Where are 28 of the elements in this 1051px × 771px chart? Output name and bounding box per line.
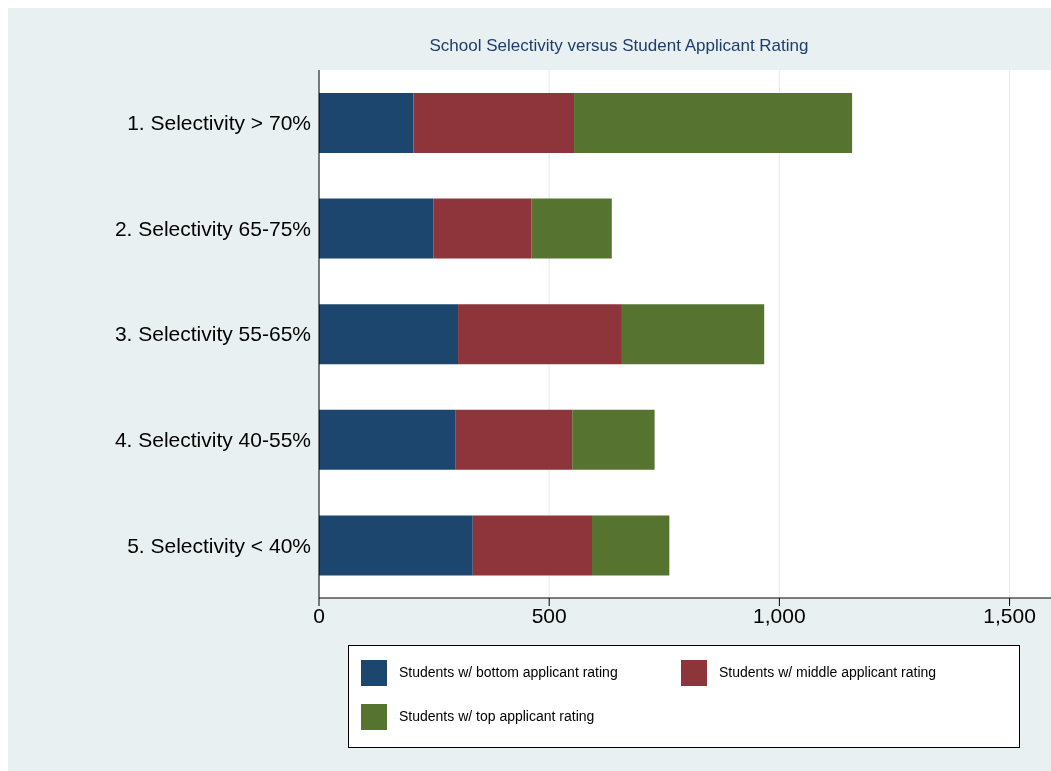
x-tick-label: 1,500	[983, 603, 1036, 627]
bar	[455, 409, 573, 470]
bar	[592, 515, 670, 576]
bar	[621, 304, 765, 365]
x-tick-label: 0	[313, 603, 325, 627]
bar	[572, 409, 655, 470]
x-tick-label: 500	[531, 603, 567, 627]
y-tick-label: 4. Selectivity 40-55%	[114, 428, 311, 452]
bar	[319, 515, 473, 576]
bar	[574, 93, 853, 153]
x-tick-label: 1,000	[753, 603, 806, 627]
legend-label: Students w/ top applicant rating	[399, 707, 595, 724]
bar	[472, 515, 592, 576]
y-tick-label: 3. Selectivity 55-65%	[114, 322, 311, 346]
bar	[458, 304, 622, 365]
bar	[319, 198, 434, 259]
legend-label: Students w/ bottom applicant rating	[399, 664, 618, 680]
bar	[319, 93, 414, 153]
bar	[531, 198, 612, 259]
bar	[433, 198, 532, 259]
legend-label: Students w/ middle applicant rating	[719, 664, 937, 680]
bar	[319, 304, 459, 365]
y-tick-label: 1. Selectivity > 70%	[127, 111, 311, 135]
bar	[319, 409, 456, 470]
y-tick-label: 5. Selectivity < 40%	[127, 533, 311, 557]
chart-title: School Selectivity versus Student Applicant Rating	[428, 36, 810, 56]
bar	[413, 93, 575, 153]
y-tick-label: 2. Selectivity 65-75%	[114, 216, 311, 240]
